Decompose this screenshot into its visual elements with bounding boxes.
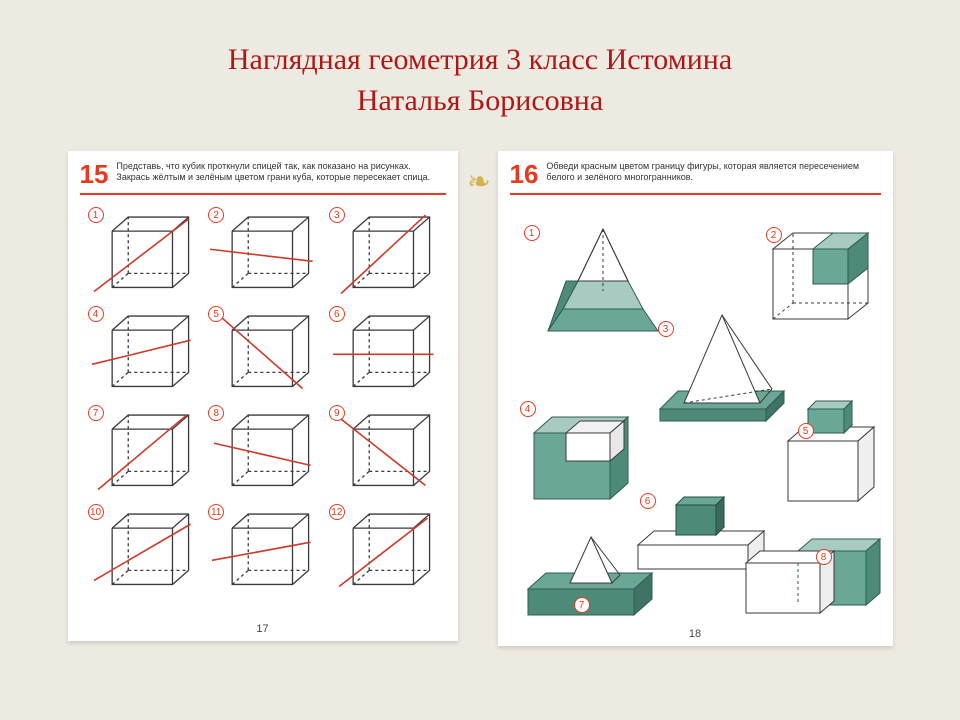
cube-cell: 5: [204, 304, 321, 399]
cube-cell: 11: [204, 502, 321, 597]
cube-cell: 9: [325, 403, 442, 498]
exercise-16-header: 16 Обведи красным цветом границу фигуры,…: [498, 151, 893, 193]
ornament-icon: ❧: [467, 165, 492, 199]
figure-badge: 2: [766, 227, 782, 243]
exercise-15-header: 15 Представь, что кубик проткнули спицей…: [68, 151, 458, 193]
page-number-right: 18: [498, 628, 893, 640]
figure-5-stacked-cubes: [774, 391, 889, 511]
cube-grid: 1 2: [68, 201, 458, 597]
exercise-number: 15: [80, 161, 109, 187]
workbook-page-18: 16 Обведи красным цветом границу фигуры,…: [498, 151, 893, 646]
figure-8-interlocking: [734, 521, 889, 621]
cube-icon: [84, 304, 201, 401]
workbook-page-17: 15 Представь, что кубик проткнули спицей…: [68, 151, 458, 641]
exercise-number: 16: [510, 161, 539, 187]
figure-badge: 6: [640, 493, 656, 509]
pages-row: 15 Представь, что кубик проткнули спицей…: [0, 151, 960, 646]
cube-icon: [325, 304, 442, 401]
cube-icon: [204, 205, 321, 302]
cube-icon: [325, 502, 442, 599]
figure-badge: 4: [520, 401, 536, 417]
exercise-text: Обведи красным цветом границу фигуры, ко…: [546, 161, 880, 184]
cube-icon: [204, 502, 321, 599]
cube-cell: 7: [84, 403, 201, 498]
cube-cell: 4: [84, 304, 201, 399]
cube-icon: [84, 403, 201, 500]
figure-badge: 1: [524, 225, 540, 241]
cube-cell: 1: [84, 205, 201, 300]
cube-icon: [84, 205, 201, 302]
cube-cell: 8: [204, 403, 321, 498]
red-rule: [80, 193, 446, 195]
figure-area: 1 2 3 4 5 6 7 8: [498, 201, 893, 621]
figure-badge: 3: [658, 321, 674, 337]
cube-icon: [204, 403, 321, 500]
page-number-left: 17: [68, 623, 458, 635]
cube-cell: 6: [325, 304, 442, 399]
title-line-1: Наглядная геометрия 3 класс Истомина: [0, 40, 960, 81]
cube-icon: [325, 403, 442, 500]
cube-icon: [204, 304, 321, 401]
cube-cell: 10: [84, 502, 201, 597]
title-line-2: Наталья Борисовна: [0, 81, 960, 122]
cube-cell: 12: [325, 502, 442, 597]
exercise-text: Представь, что кубик проткнули спицей та…: [116, 161, 445, 184]
slide-title: Наглядная геометрия 3 класс Истомина Нат…: [0, 0, 960, 121]
cube-cell: 3: [325, 205, 442, 300]
figure-badge: 7: [574, 597, 590, 613]
cube-icon: [325, 205, 442, 302]
figure-badge: 5: [798, 423, 814, 439]
cube-cell: 2: [204, 205, 321, 300]
figure-7-slab-pyramid: [516, 531, 666, 626]
red-rule: [510, 193, 881, 195]
cube-icon: [84, 502, 201, 599]
figure-badge: 8: [816, 549, 832, 565]
